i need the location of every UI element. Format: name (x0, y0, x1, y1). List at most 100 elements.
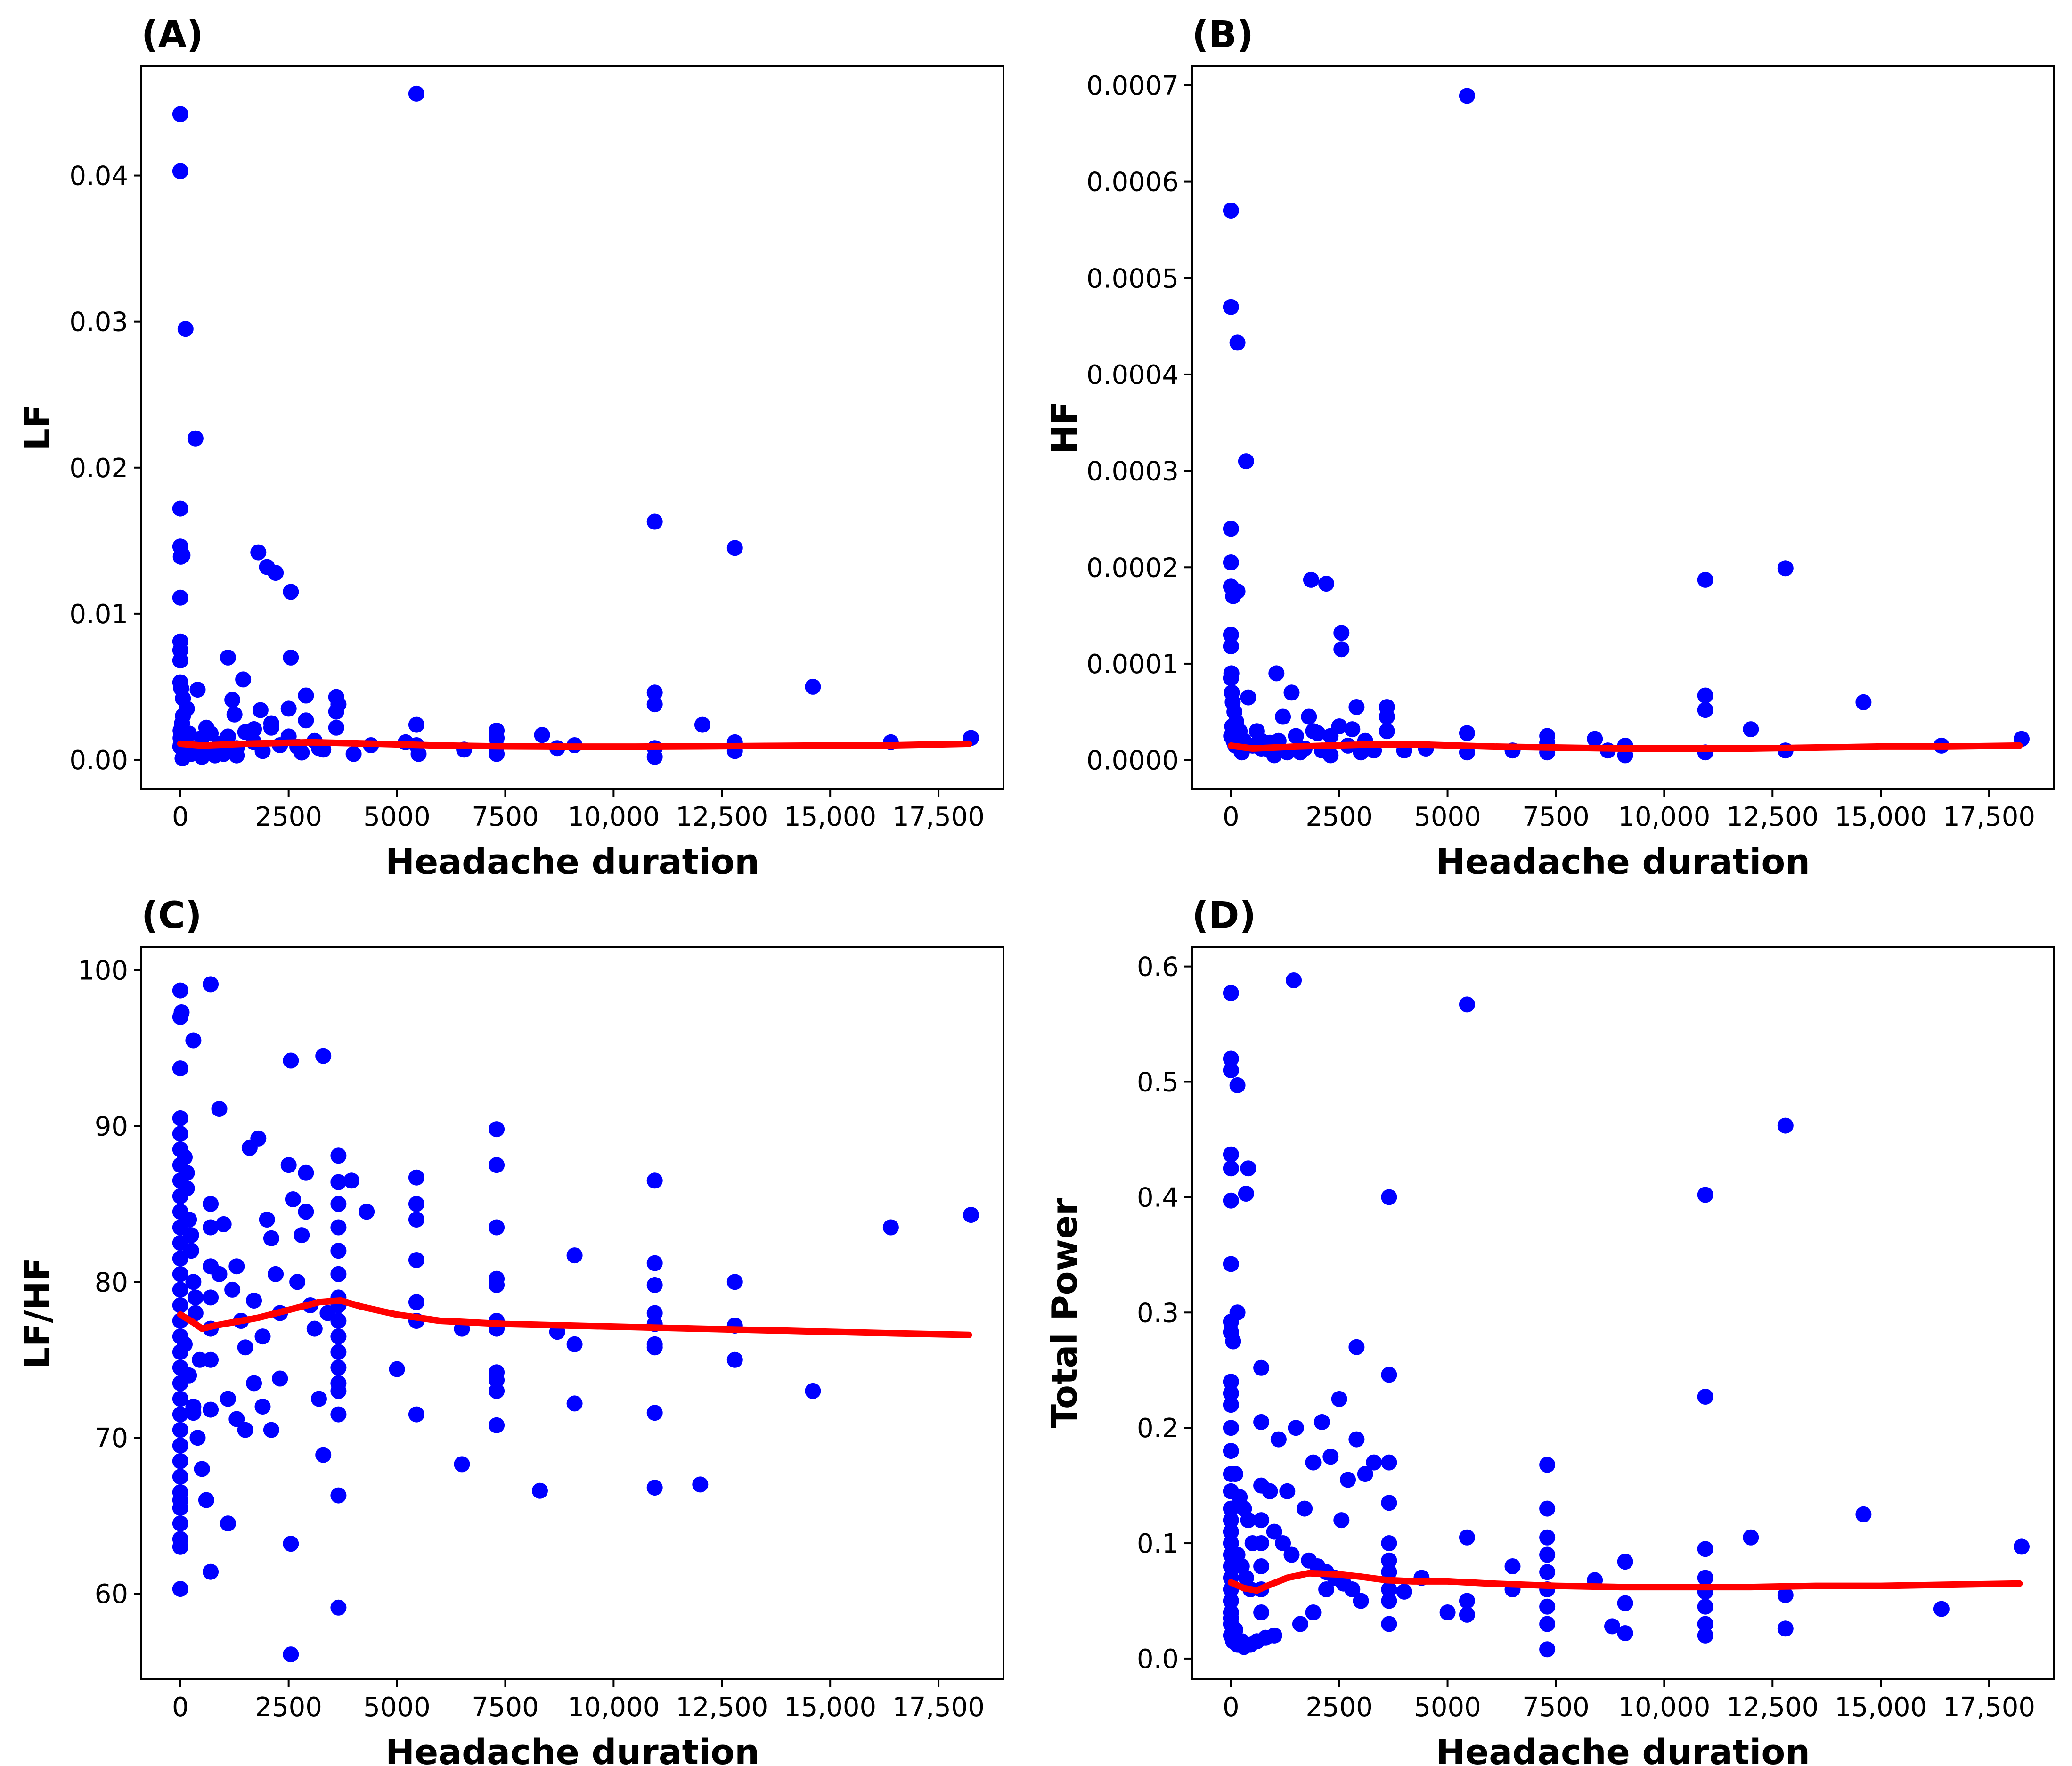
x-tick-label: 15,000 (784, 1692, 876, 1723)
scatter-series (1223, 972, 2030, 1658)
y-axis-title: LF/HF (17, 1257, 58, 1369)
scatter-point (1379, 723, 1395, 740)
scatter-point (330, 1359, 347, 1376)
scatter-point (272, 1370, 288, 1387)
scatter-point (1279, 1483, 1296, 1499)
x-tick-label: 12,500 (676, 1692, 768, 1723)
scatter-point (330, 1313, 347, 1329)
scatter-point (203, 1289, 219, 1306)
scatter-point (330, 1266, 347, 1282)
scatter-point (1268, 665, 1285, 682)
scatter-point (179, 1180, 195, 1196)
scatter-point (1587, 731, 1603, 747)
scatter-point (1697, 1627, 1713, 1644)
scatter-point (1309, 725, 1326, 741)
scatter-point (1240, 1512, 1256, 1529)
scatter-point (1348, 1431, 1365, 1448)
scatter-point (172, 1468, 188, 1485)
scatter-point (330, 1328, 347, 1345)
scatter-point (389, 1361, 405, 1377)
y-tick-label: 80 (95, 1267, 128, 1298)
y-tick-label: 0.03 (69, 307, 128, 338)
scatter-point (298, 1204, 314, 1220)
scatter-point (1697, 1389, 1713, 1405)
x-tick-label: 5000 (1414, 802, 1481, 832)
y-tick-label: 0.3 (1137, 1298, 1179, 1328)
scatter-point (237, 1339, 253, 1356)
scatter-point (198, 719, 214, 736)
scatter-point (1396, 1583, 1412, 1600)
scatter-point (646, 684, 663, 701)
scatter-point (1604, 1618, 1620, 1635)
scatter-point (489, 1277, 505, 1293)
scatter-point (177, 321, 194, 337)
x-tick-label: 10,000 (1618, 802, 1710, 832)
scatter-point (185, 1032, 202, 1049)
scatter-point (330, 1344, 347, 1360)
scatter-point (1223, 1256, 1239, 1272)
scatter-point (263, 1422, 279, 1438)
scatter-point (489, 1121, 505, 1138)
scatter-point (203, 976, 219, 993)
scatter-point (1266, 747, 1282, 764)
scatter-point (181, 1367, 197, 1384)
scatter-point (1331, 1391, 1347, 1407)
scatter-point (489, 1219, 505, 1236)
scatter-point (1223, 1062, 1239, 1078)
panel-label: (A) (141, 14, 204, 56)
scatter-point (172, 1266, 188, 1282)
scatter-point (1270, 1431, 1287, 1448)
scatter-point (330, 1599, 347, 1616)
scatter-point (263, 1230, 279, 1246)
scatter-point (183, 1243, 199, 1259)
scatter-point (1223, 1500, 1239, 1517)
scatter-point (1275, 708, 1291, 725)
scatter-point (1459, 725, 1475, 741)
scatter-point (1381, 1189, 1397, 1205)
scatter-point (1253, 1359, 1270, 1376)
scatter-point (220, 1391, 236, 1407)
scatter-point (1223, 1374, 1239, 1390)
scatter-point (1855, 1506, 1872, 1522)
scatter-point (172, 1126, 188, 1142)
y-tick-label: 100 (78, 956, 128, 986)
x-tick-label: 10,000 (567, 802, 660, 832)
x-tick-label: 15,000 (1835, 802, 1927, 832)
x-axis-title: Headache duration (1436, 1732, 1810, 1766)
scatter-point (187, 430, 204, 447)
scatter-point (1253, 1558, 1270, 1574)
scatter-point (1344, 721, 1361, 738)
scatter-point (283, 1052, 299, 1069)
panel-label: (B) (1192, 14, 1254, 56)
scatter-point (177, 1149, 193, 1165)
scatter-point (1318, 1581, 1335, 1597)
scatter-point (1266, 1627, 1282, 1644)
scatter-point (408, 1252, 424, 1268)
scatter-point (646, 1339, 663, 1356)
scatter-point (254, 743, 271, 759)
scatter-point (198, 1492, 214, 1508)
scatter-point (203, 1563, 219, 1580)
y-tick-label: 0.02 (69, 453, 128, 484)
scatter-point (646, 1405, 663, 1421)
scatter-point (259, 1212, 275, 1228)
scatter-point (298, 687, 314, 704)
scatter-point (1933, 1601, 1950, 1617)
scatter-point (172, 652, 188, 669)
scatter-point (330, 1383, 347, 1399)
scatter-point (726, 1351, 743, 1368)
scatter-point (211, 1266, 228, 1282)
scatter-point (283, 1536, 299, 1552)
scatter-point (187, 1289, 204, 1306)
y-tick-label: 0.1 (1137, 1529, 1179, 1559)
scatter-point (1459, 996, 1475, 1013)
scatter-point (1223, 670, 1239, 686)
scatter-point (224, 692, 241, 708)
scatter-point (1366, 1454, 1382, 1471)
scatter-point (1348, 1339, 1365, 1355)
scatter-point (534, 727, 550, 743)
x-tick-label: 7500 (472, 1692, 539, 1723)
scatter-point (172, 1581, 188, 1597)
scatter-point (172, 1110, 188, 1126)
x-tick-label: 12,500 (676, 802, 768, 832)
